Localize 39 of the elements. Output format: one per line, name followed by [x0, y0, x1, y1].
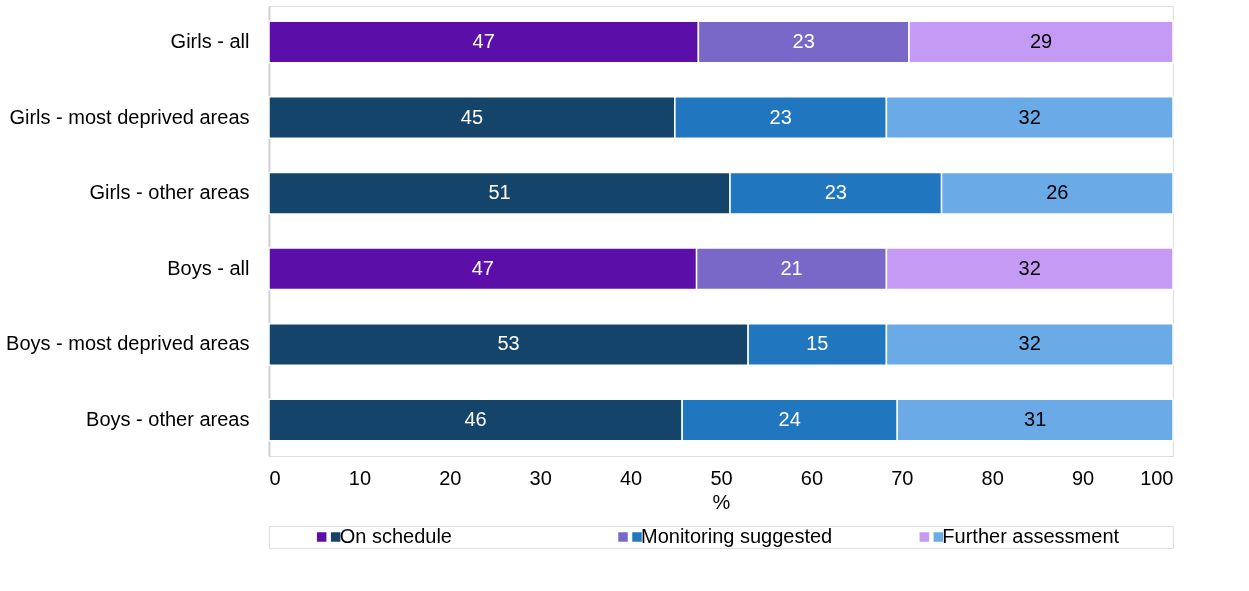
y-tick-label: Girls - other areas — [89, 181, 250, 204]
data-label: 53 — [497, 332, 520, 355]
data-label: 15 — [806, 332, 829, 355]
data-label: 24 — [778, 408, 801, 431]
x-tick-label: 100 — [1140, 466, 1174, 489]
x-tick-label: 70 — [891, 466, 914, 489]
legend-label: Further assessment — [942, 525, 1120, 547]
y-tick-label: Girls - all — [170, 29, 250, 52]
data-label: 51 — [488, 181, 511, 204]
x-tick-label: 90 — [1071, 466, 1095, 489]
x-tick-label: 60 — [800, 466, 824, 489]
legend-label: Monitoring suggested — [641, 525, 833, 547]
x-tick-label: 20 — [439, 466, 462, 489]
data-label: 21 — [780, 256, 803, 279]
x-tick-label: 30 — [529, 466, 552, 489]
y-tick-label: Boys - all — [167, 256, 250, 279]
x-tick-label: 50 — [710, 466, 733, 489]
data-label: 46 — [464, 408, 487, 431]
x-tick-label: 10 — [348, 466, 372, 489]
data-label: 45 — [460, 105, 484, 128]
data-label: 29 — [1029, 29, 1053, 52]
y-tick-label: Boys - most deprived areas — [6, 332, 250, 355]
data-label: 23 — [792, 29, 815, 52]
data-label: 23 — [824, 181, 847, 204]
x-axis-title: % — [712, 490, 731, 513]
x-tick-label: 0 — [269, 466, 281, 489]
data-label: 47 — [471, 256, 494, 279]
data-label: 26 — [1046, 181, 1069, 204]
y-tick-label: Boys - other areas — [86, 408, 250, 431]
y-tick-label: Girls - most deprived areas — [9, 105, 250, 128]
data-label: 32 — [1018, 105, 1041, 128]
x-tick-label: 40 — [619, 466, 643, 489]
data-label: 31 — [1024, 408, 1047, 431]
data-label: 32 — [1018, 332, 1041, 355]
legend-label: On schedule — [339, 525, 452, 547]
data-label: 23 — [769, 105, 792, 128]
x-tick-label: 80 — [981, 466, 1004, 489]
data-label: 32 — [1018, 256, 1041, 279]
data-label: 47 — [472, 29, 495, 52]
